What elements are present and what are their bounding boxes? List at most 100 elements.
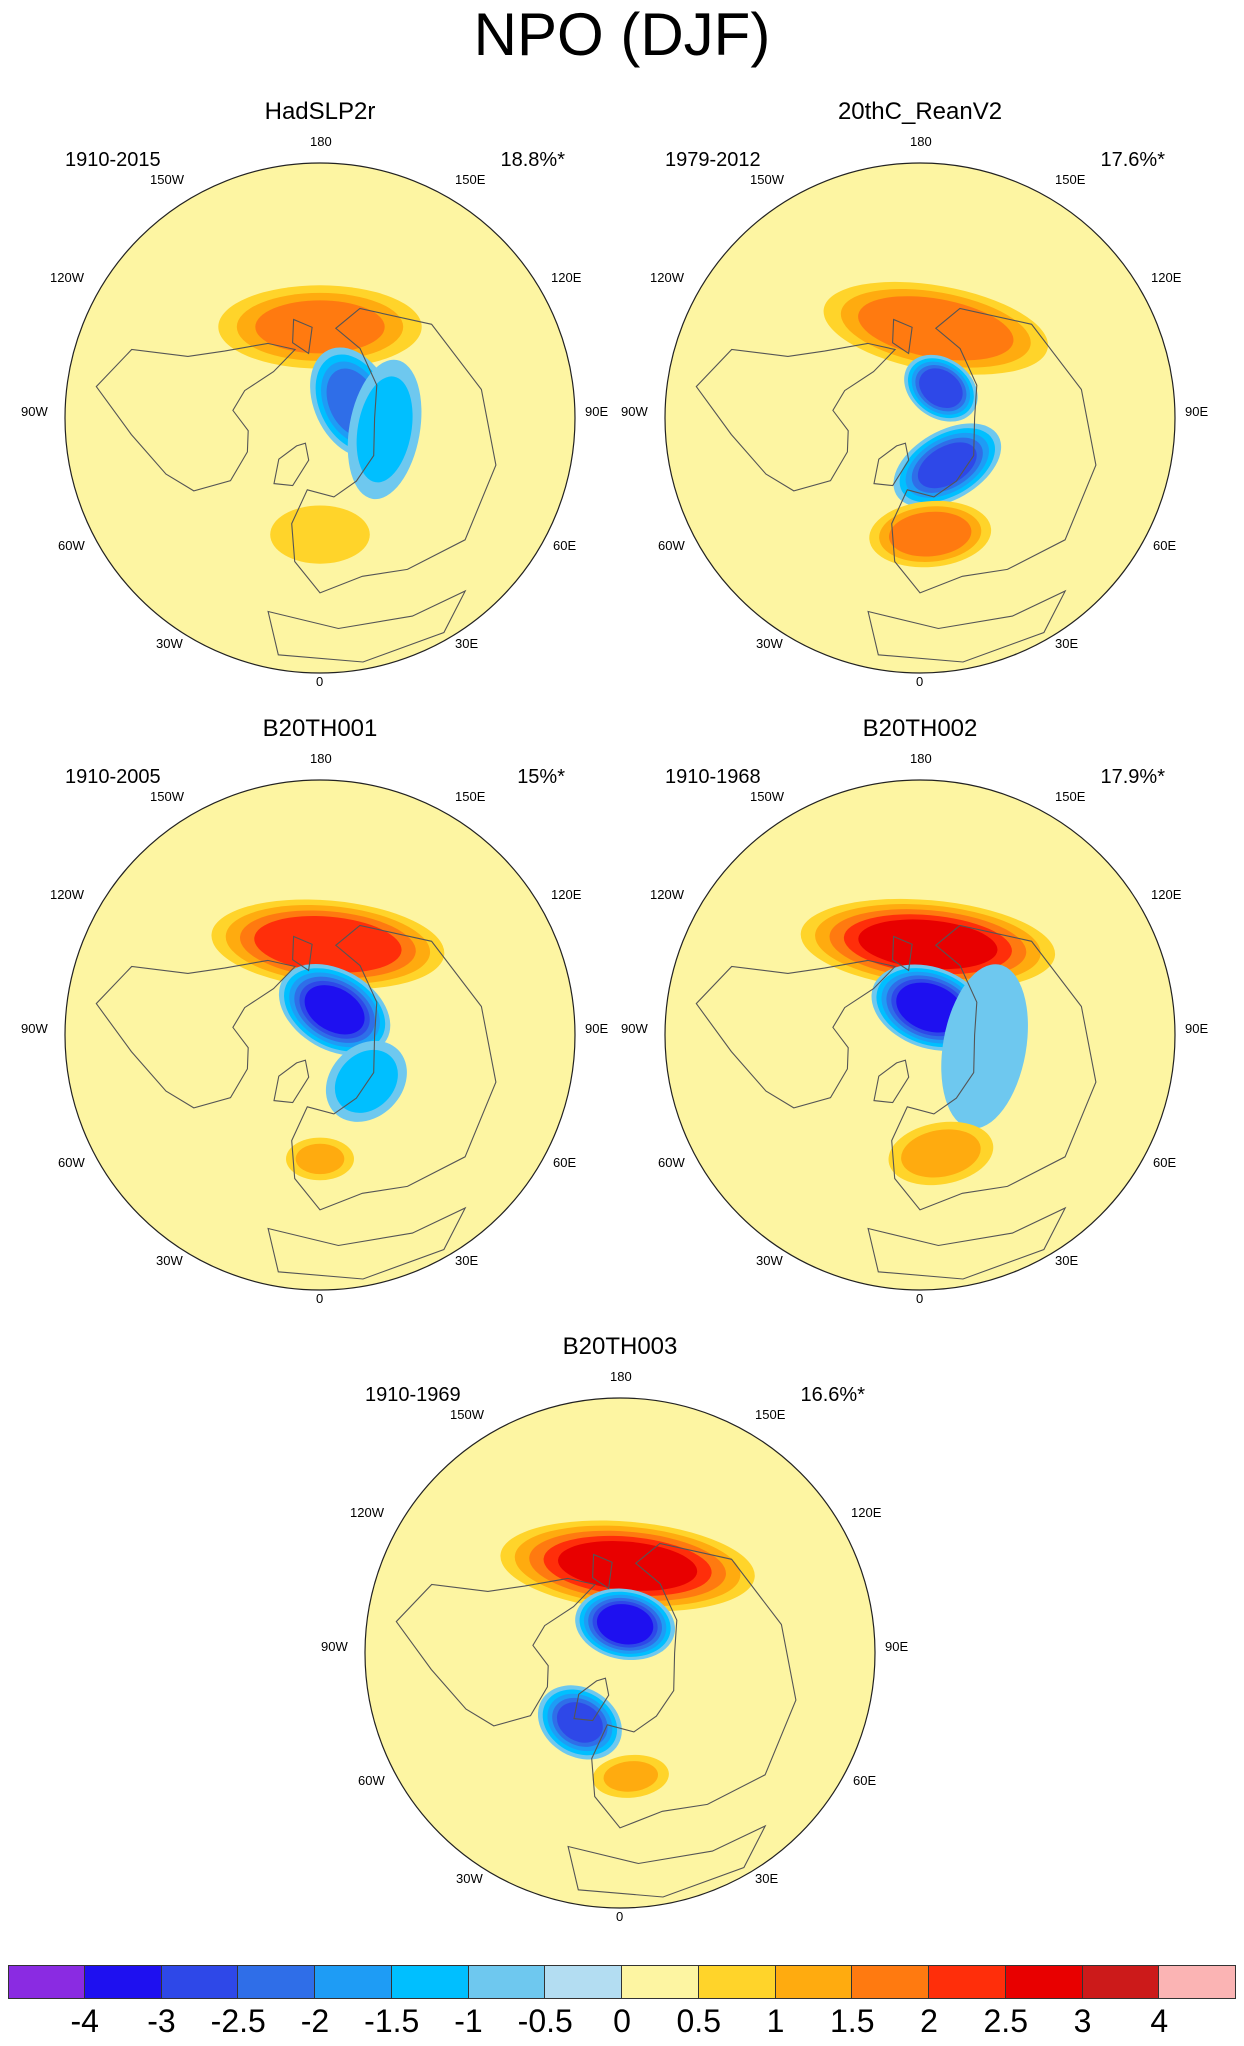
anomaly-contour xyxy=(596,1604,654,1645)
colorbar-swatch xyxy=(622,1965,699,1999)
lon-label-60w: 60W xyxy=(358,1773,385,1788)
colorbar-swatch xyxy=(315,1965,392,1999)
lon-label-30e: 30E xyxy=(455,1253,479,1268)
lon-label-150e: 150E xyxy=(755,1407,786,1422)
polar-map xyxy=(64,162,576,674)
coastline xyxy=(891,307,1097,594)
lon-label-120w: 120W xyxy=(650,270,684,285)
lon-label-90e: 90E xyxy=(585,1021,609,1036)
page-title: NPO (DJF) xyxy=(473,1,771,68)
coastline xyxy=(95,342,297,492)
map-content xyxy=(665,780,1175,1290)
map-border xyxy=(664,779,1176,1291)
colorbar xyxy=(8,1965,1236,1999)
panel-period: 1910-2005 xyxy=(65,766,161,788)
map-content xyxy=(365,1398,875,1908)
colorbar-swatch xyxy=(1082,1965,1160,1999)
coastline xyxy=(592,1553,613,1590)
coastline xyxy=(892,318,913,355)
colorbar-frame xyxy=(8,1965,1236,1999)
coastline xyxy=(267,1206,467,1280)
polar-map xyxy=(664,162,1176,674)
lon-label-120w: 120W xyxy=(50,270,84,285)
map-border xyxy=(64,162,576,674)
anomaly-contour xyxy=(603,1761,659,1792)
map-panel-b20th001: B20TH001 1910-2005 15%* 180 150W 150E 12… xyxy=(10,715,630,1335)
coastline xyxy=(873,442,910,487)
colorbar-tick-label: -1.5 xyxy=(364,2003,420,2039)
coastline xyxy=(891,924,1097,1211)
colorbar-tick-label: 1 xyxy=(766,2003,785,2039)
anomaly-contour xyxy=(295,1143,345,1175)
lon-label-150w: 150W xyxy=(150,789,184,804)
coastline xyxy=(573,1677,610,1722)
coastline xyxy=(892,935,913,972)
colorbar-tick-label: -0.5 xyxy=(517,2003,573,2039)
coastline xyxy=(292,318,313,355)
colorbar-swatch xyxy=(238,1965,315,1999)
lon-label-120e: 120E xyxy=(1151,270,1182,285)
panel-title: 20thC_ReanV2 xyxy=(837,98,1003,125)
colorbar-tick-label: 4 xyxy=(1150,2003,1169,2039)
colorbar-swatch xyxy=(468,1965,546,1999)
lon-label-0: 0 xyxy=(316,674,324,689)
lon-label-0: 0 xyxy=(616,1909,624,1924)
lon-label-30e: 30E xyxy=(455,636,479,651)
lon-label-60w: 60W xyxy=(58,538,85,553)
anomaly-contour xyxy=(889,511,972,557)
colorbar-swatch xyxy=(929,1965,1006,1999)
polar-map xyxy=(664,779,1176,1291)
anomaly-contour xyxy=(255,300,385,354)
map-content xyxy=(65,780,575,1290)
lon-label-90e: 90E xyxy=(585,404,609,419)
coastline xyxy=(567,1824,767,1898)
anomaly-contour xyxy=(356,376,413,483)
panel-period: 1979-2012 xyxy=(665,149,761,171)
colorbar-swatch xyxy=(698,1965,776,1999)
colorbar-swatch xyxy=(391,1965,469,1999)
lon-label-60e: 60E xyxy=(553,538,577,553)
colorbar-swatch xyxy=(1005,1965,1083,1999)
lon-label-60w: 60W xyxy=(658,1155,685,1170)
anomaly-contour xyxy=(896,982,964,1033)
anomaly-contour xyxy=(917,442,977,489)
colorbar-labels: -4 -3 -2.5 -2 -1.5 -1 -0.5 0 0.5 1 1.5 2 2.5 3 4 xyxy=(8,2001,1236,2045)
map-background xyxy=(665,163,1175,673)
coastline xyxy=(395,1577,597,1727)
map-panel-20thc-reanv2: 20thC_ReanV2 1979-2012 17.6%* 180 150W 1… xyxy=(610,98,1230,718)
map-border xyxy=(364,1397,876,1909)
lon-label-60e: 60E xyxy=(553,1155,577,1170)
panel-title: B20TH001 xyxy=(262,715,378,742)
coastline xyxy=(291,924,497,1211)
colorbar-tick-label: -2 xyxy=(300,2003,330,2039)
colorbar-swatch xyxy=(1159,1965,1236,1999)
colorbar-tick-label: -1 xyxy=(454,2003,483,2039)
lon-label-30w: 30W xyxy=(156,636,183,651)
map-panel-b20th002: B20TH002 1910-1968 17.9%* 180 150W 150E … xyxy=(610,715,1230,1335)
lon-label-120e: 120E xyxy=(551,887,582,902)
lon-label-120w: 120W xyxy=(650,887,684,902)
colorbar-swatch xyxy=(775,1965,853,1999)
map-border xyxy=(664,162,1176,674)
lon-label-60w: 60W xyxy=(58,1155,85,1170)
lon-label-90e: 90E xyxy=(885,1639,909,1654)
colorbar-tick-label: -3 xyxy=(147,2003,176,2039)
lon-label-150w: 150W xyxy=(150,172,184,187)
panel-title: HadSLP2r xyxy=(264,98,376,125)
lon-label-0: 0 xyxy=(316,1291,324,1306)
colorbar-swatch xyxy=(8,1965,85,1999)
lon-label-60e: 60E xyxy=(1153,538,1177,553)
panel-period: 1910-1969 xyxy=(365,1384,461,1406)
colorbar-tick-label: 0 xyxy=(613,2003,631,2039)
map-border xyxy=(64,779,576,1291)
lon-label-180: 180 xyxy=(910,134,932,149)
anomaly-contour xyxy=(304,985,365,1035)
coastline xyxy=(695,342,897,492)
lon-label-120w: 120W xyxy=(350,1505,384,1520)
lon-label-30w: 30W xyxy=(456,1871,483,1886)
lon-label-180: 180 xyxy=(610,1369,632,1384)
anomaly-contour xyxy=(556,1702,603,1743)
anomaly-contour xyxy=(901,1129,981,1178)
anomaly-contour xyxy=(254,915,402,973)
coastline xyxy=(292,935,313,972)
